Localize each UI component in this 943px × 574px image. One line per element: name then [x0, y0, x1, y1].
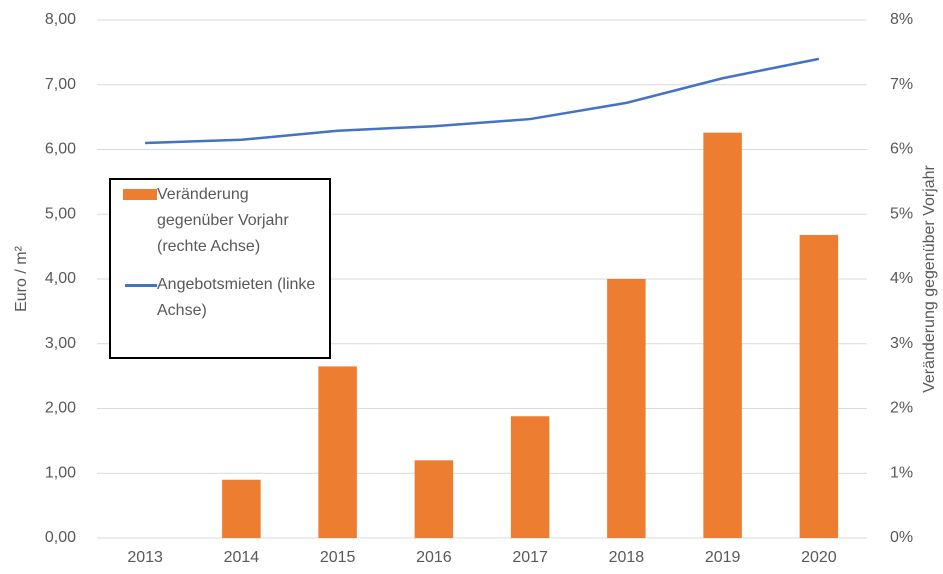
- x-tick-label: 2015: [320, 549, 356, 566]
- y2-tick-label: 5%: [890, 205, 913, 222]
- y-tick-label: 7,00: [45, 76, 76, 93]
- x-tick-label: 2020: [801, 549, 837, 566]
- legend-swatch: [119, 182, 157, 208]
- y2-tick-label: 6%: [890, 141, 913, 158]
- x-tick-label: 2018: [609, 549, 645, 566]
- y2-tick-label: 0%: [890, 529, 913, 546]
- y2-tick-label: 3%: [890, 335, 913, 352]
- bar: [414, 460, 454, 538]
- y2-tick-label: 7%: [890, 76, 913, 93]
- legend-entry: Veränderung gegenüber Vorjahr (rechte Ac…: [119, 182, 329, 260]
- y2-axis-title: Veränderung gegenüber Vorjahr: [921, 164, 938, 392]
- x-tick-label: 2016: [416, 549, 452, 566]
- x-tick-label: 2019: [705, 549, 741, 566]
- y-tick-label: 6,00: [45, 141, 76, 158]
- y2-tick-label: 4%: [890, 270, 913, 287]
- x-tick-label: 2014: [224, 549, 260, 566]
- y-tick-label: 5,00: [45, 205, 76, 222]
- y2-tick-label: 1%: [890, 464, 913, 481]
- y-tick-label: 4,00: [45, 270, 76, 287]
- line: [145, 57, 820, 145]
- y-axis-title: Euro / m²: [13, 245, 30, 311]
- y-tick-label: 3,00: [45, 335, 76, 352]
- legend-entry: Angebotsmieten (linke Achse): [119, 272, 329, 324]
- legend-label: Veränderung gegenüber Vorjahr (rechte Ac…: [157, 186, 289, 255]
- bar: [607, 279, 646, 538]
- y2-tick-label: 8%: [890, 11, 913, 28]
- bar: [222, 479, 261, 538]
- bar: [799, 234, 839, 538]
- x-tick-label: 2013: [127, 549, 163, 566]
- y-tick-label: 1,00: [45, 464, 76, 481]
- y-tick-label: 8,00: [45, 11, 76, 28]
- bar: [703, 132, 742, 539]
- x-tick-label: 2017: [512, 549, 548, 566]
- bar: [318, 366, 357, 538]
- y-tick-label: 0,00: [45, 529, 76, 546]
- legend-label: Angebotsmieten (linke Achse): [157, 276, 316, 319]
- y-tick-label: 2,00: [45, 400, 76, 417]
- bar: [510, 416, 550, 538]
- y2-tick-label: 2%: [890, 400, 913, 417]
- legend-swatch: [119, 272, 157, 298]
- legend: Veränderung gegenüber Vorjahr (rechte Ac…: [109, 178, 331, 359]
